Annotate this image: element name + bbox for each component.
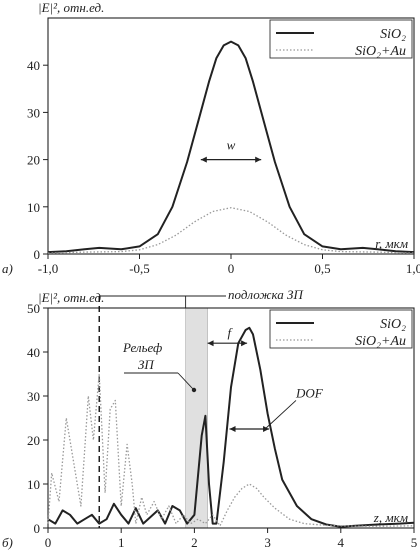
x-tick-label: 0,5 [314,261,330,276]
series-line-sio2 [47,40,415,254]
legend-entry: SiO₂ [380,27,406,42]
x-tick-label: -1,0 [38,261,59,276]
x-tick-label: 1 [118,535,125,550]
legend-entry: SiO₂ [380,317,406,332]
x-tick-label: 0 [45,535,52,550]
substrate-label: подложка ЗП [228,287,304,302]
y-tick-label: 30 [27,389,40,404]
y-tick-label: 30 [27,105,40,120]
series-line-sio2 [47,326,415,528]
fwhm-label: w [227,138,236,153]
dof-label: DOF [295,385,324,400]
plot-frame [47,307,415,529]
x-axis-label: r, мкм [375,236,408,251]
relief-marker [191,387,197,393]
y-tick-label: 10 [27,200,40,215]
relief-label-2: ЗП [138,357,155,372]
x-tick-label: 5 [411,535,418,550]
series-line-sio2-au [47,207,415,254]
x-tick-label: 0 [228,261,235,276]
dof-leader [264,400,297,430]
x-tick-label: 4 [338,535,345,550]
y-tick-label: 40 [27,345,40,360]
series-line-sio2-au [47,373,415,527]
relief-leader [177,372,194,390]
y-tick-label: 50 [27,301,40,316]
panel-a: -1,0 -0,5 0 0,5 1,0 0 10 20 30 40 |E|², отн.ед. r, … [2,0,420,276]
legend-entry: SiO₂+Au [355,334,406,349]
y-tick-label: 10 [27,477,40,492]
x-tick-label: 1,0 [406,261,420,276]
y-tick-label: 0 [34,247,41,262]
x-tick-label: -0,5 [129,261,150,276]
y-tick-label: 40 [27,58,40,73]
legend [269,19,413,59]
relief-label: Рельеф [122,340,162,355]
y-tick-label: 0 [34,521,41,536]
legend-entry: SiO₂+Au [355,44,406,59]
focal-length-label: f [228,325,234,340]
x-tick-label: 2 [191,535,198,550]
y-tick-label: 20 [27,433,40,448]
panel-label: б) [2,535,13,550]
x-tick-label: 3 [264,535,271,550]
y-axis-label: |E|², отн.ед. [38,290,104,305]
legend [269,309,413,349]
y-axis-label: |E|², отн.ед. [38,0,104,15]
x-axis-label: z, мкм [373,510,408,525]
y-tick-label: 20 [27,153,40,168]
panel-label: а) [2,261,13,276]
